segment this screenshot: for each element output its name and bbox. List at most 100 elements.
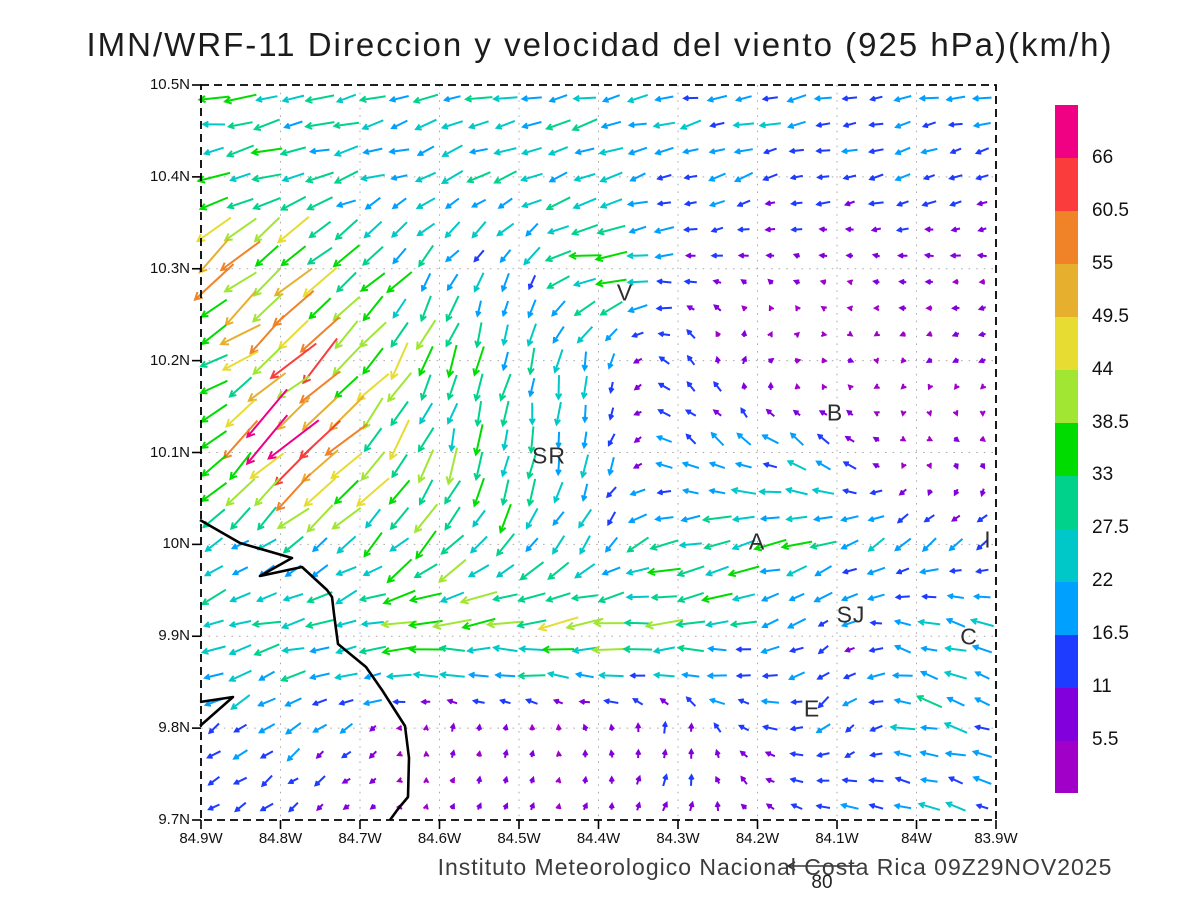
wind-arrow [661,801,668,812]
wind-arrow [571,646,598,655]
wind-arrow [950,226,961,233]
wind-arrow [526,453,537,480]
wind-arrow [654,95,674,103]
colorbar-segment [1055,422,1078,476]
wind-arrow [794,357,802,364]
wind-arrow [767,278,774,285]
wind-arrow [333,145,359,157]
wind-arrow [570,223,599,236]
wind-arrow [868,646,884,653]
wind-arrow [502,748,509,758]
wind-arrow [682,226,698,233]
wind-arrow [847,330,854,337]
wind-arrow [333,672,358,681]
wind-arrow [555,431,562,450]
wind-arrow [978,278,986,285]
wind-arrow [200,324,227,346]
wind-arrow [741,382,748,390]
wind-arrow [255,95,278,103]
wind-arrow [396,750,403,757]
wind-arrow [315,750,325,759]
wind-arrow [392,698,406,705]
wind-arrow [518,645,545,653]
wind-arrow [659,697,669,706]
y-tick-label: 10.4N [149,167,190,185]
wind-arrow [706,94,728,103]
x-tick-label: 84.7W [338,830,382,847]
wind-arrow [201,120,226,128]
x-tick-label: 84.9W [179,830,223,847]
wind-arrow [845,252,854,259]
wind-arrow [733,171,754,183]
wind-arrow [627,146,648,156]
wind-arrow [422,803,429,810]
wind-arrow [546,225,570,235]
wind-arrow [867,148,884,155]
wind-arrow [841,488,857,495]
wind-arrow [466,171,491,184]
wind-arrow [389,419,410,461]
y-tick-label: 10.3N [149,259,190,277]
wind-arrow [582,723,589,732]
wind-arrow [793,331,800,338]
wind-arrow [976,200,988,207]
wind-arrow [788,646,804,654]
colorbar-label: 55 [1092,252,1114,274]
wind-arrow [926,410,933,417]
wind-arrow [683,174,698,181]
wind-arrow [873,383,880,389]
wind-arrow [710,226,724,233]
wind-arrow [873,330,880,337]
wind-arrow [871,252,880,259]
wind-arrow [596,224,626,236]
wind-arrow [420,698,431,705]
wind-arrow [646,567,681,577]
wind-arrow [714,748,721,759]
wind-arrow [844,226,854,233]
wind-arrow [283,120,303,130]
wind-arrow [676,565,705,578]
wind-arrow [500,455,510,478]
wind-arrow [947,121,963,128]
wind-arrow [467,120,489,130]
wind-arrow [814,565,833,577]
wind-arrow [840,147,858,155]
wind-arrow [476,802,482,811]
wind-arrow [921,121,937,129]
wind-arrow [423,724,429,731]
wind-arrow [498,503,512,534]
wind-arrow [759,515,780,522]
wind-arrow [225,478,256,507]
wind-arrow [229,172,251,183]
wind-arrow [423,750,430,758]
wind-arrow [311,698,328,706]
wind-arrow [600,120,622,130]
wind-arrow [688,722,695,732]
wind-arrow [304,94,335,104]
wind-arrow [736,199,751,207]
wind-arrow [492,644,518,653]
wind-arrow [221,350,259,371]
wind-arrow [446,402,459,425]
wind-arrow [844,646,855,653]
wind-arrow [684,409,697,417]
wind-arrow [729,620,757,628]
wind-arrow [710,252,723,259]
wind-arrow [682,95,699,102]
wind-arrow [228,669,252,682]
wind-arrow [945,801,966,812]
wind-arrow [440,170,464,184]
wind-arrow [341,777,351,784]
colorbar-segment [1055,316,1078,371]
wind-arrow [952,410,959,417]
wind-arrow [655,305,672,312]
wind-arrow [951,305,960,312]
wind-arrow [762,173,778,182]
wind-arrow [386,271,413,294]
wind-arrow [971,749,992,758]
wind-arrow [976,252,987,259]
wind-arrow [202,619,224,628]
wind-arrow [785,515,808,523]
wind-arrow [368,777,377,785]
wind-arrow [228,644,252,656]
